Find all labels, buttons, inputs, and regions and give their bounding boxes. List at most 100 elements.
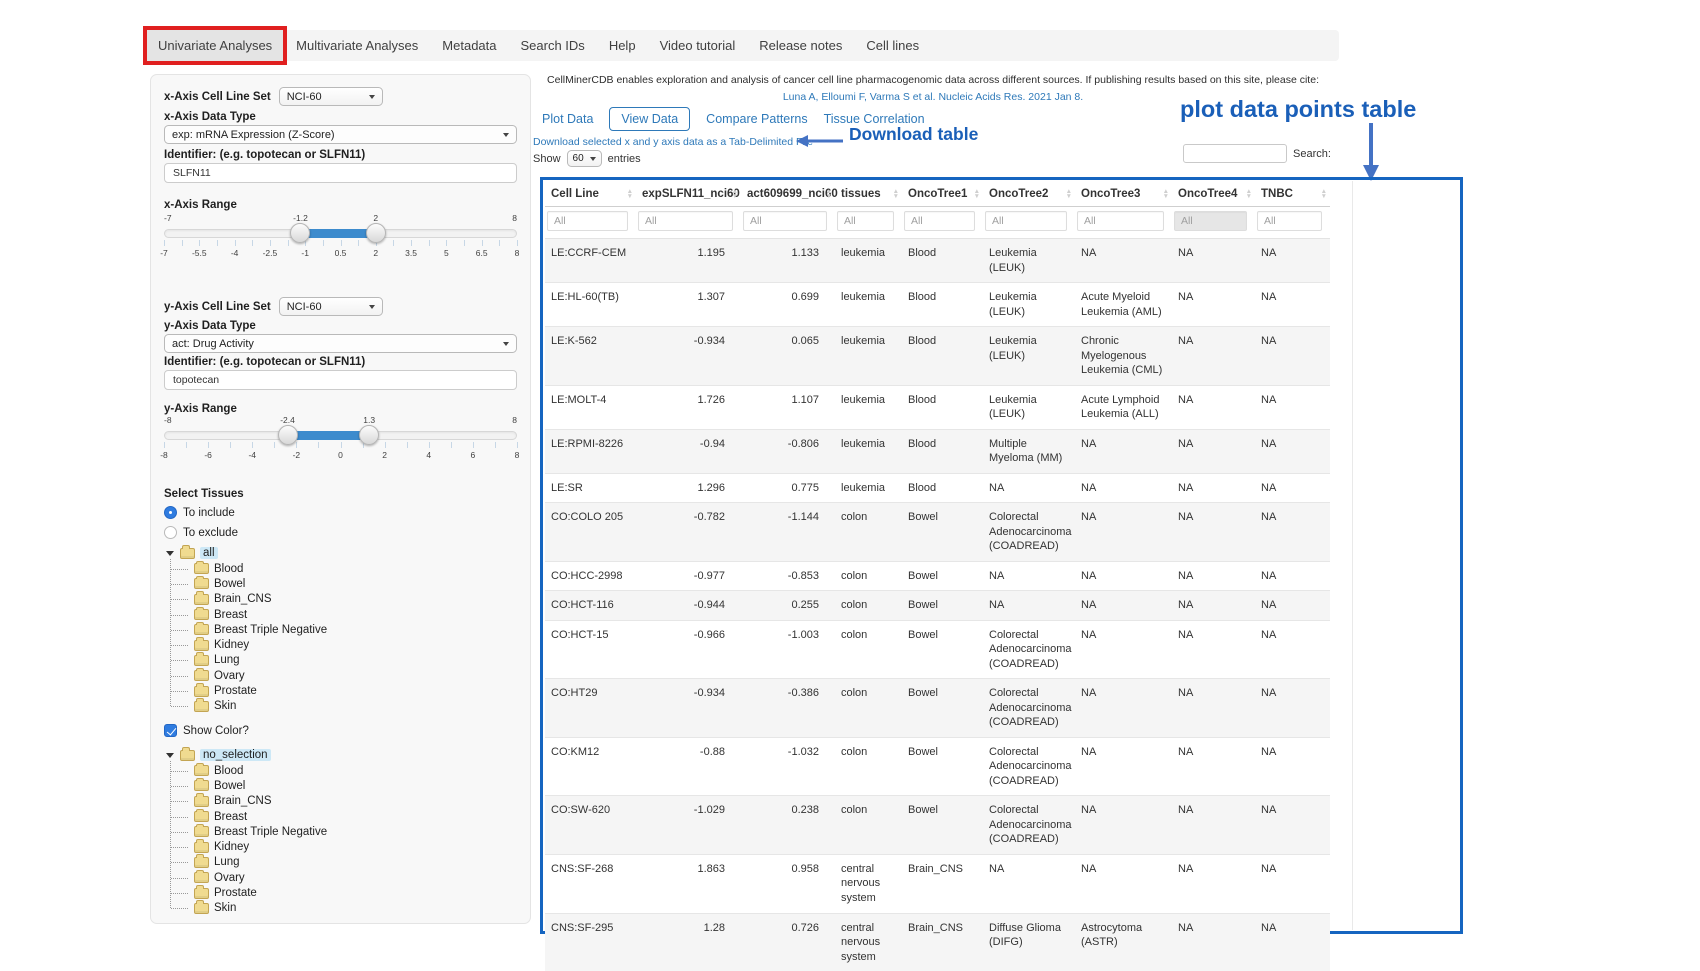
- tree-node-kidney[interactable]: Kidney: [170, 637, 327, 652]
- tree-node-blood[interactable]: Blood: [170, 561, 327, 576]
- column-filter-act609699-nci60[interactable]: [743, 211, 827, 231]
- nav-item-cell-lines[interactable]: Cell lines: [854, 30, 931, 61]
- tree-node-lung[interactable]: Lung: [170, 855, 327, 870]
- radio-selected-icon[interactable]: [164, 506, 177, 519]
- column-header-oncotree1[interactable]: OncoTree1▲▼: [902, 182, 983, 207]
- tree-node-bowel[interactable]: Bowel: [170, 778, 327, 793]
- tree-node-breast[interactable]: Breast: [170, 809, 327, 824]
- column-header-tnbc[interactable]: TNBC▲▼: [1255, 182, 1330, 207]
- sort-icon[interactable]: ▲▼: [1066, 189, 1072, 199]
- page-size-select[interactable]: 60: [567, 150, 602, 167]
- tree-node-brain-cns[interactable]: Brain_CNS: [170, 592, 327, 607]
- sort-icon[interactable]: ▲▼: [1246, 189, 1252, 199]
- folder-icon: [194, 670, 209, 681]
- cell-cell-line: LE:SR: [545, 473, 636, 503]
- nav-item-metadata[interactable]: Metadata: [430, 30, 508, 61]
- column-header-oncotree4[interactable]: OncoTree4▲▼: [1172, 182, 1255, 207]
- sort-icon[interactable]: ▲▼: [1163, 189, 1169, 199]
- column-header-cell-line[interactable]: Cell Line▲▼: [545, 182, 636, 207]
- column-header-oncotree2[interactable]: OncoTree2▲▼: [983, 182, 1075, 207]
- radio-unselected-icon[interactable]: [164, 526, 177, 539]
- nav-item-univariate-analyses[interactable]: Univariate Analyses: [146, 30, 284, 61]
- tab-compare-patterns[interactable]: Compare Patterns: [706, 112, 807, 126]
- column-filter-oncotree3[interactable]: [1077, 211, 1164, 231]
- y-identifier-input[interactable]: topotecan: [164, 370, 517, 390]
- column-filter-oncotree1[interactable]: [904, 211, 975, 231]
- tree-node-kidney[interactable]: Kidney: [170, 839, 327, 854]
- tree-node-skin[interactable]: Skin: [170, 901, 327, 916]
- tree-node-skin[interactable]: Skin: [170, 699, 327, 714]
- nav-item-video-tutorial[interactable]: Video tutorial: [648, 30, 748, 61]
- tree-node-prostate[interactable]: Prostate: [170, 885, 327, 900]
- tree-node-breast-triple-negative[interactable]: Breast Triple Negative: [170, 622, 327, 637]
- x-data-type-select[interactable]: exp: mRNA Expression (Z-Score): [164, 125, 517, 144]
- slider-handle-to[interactable]: [366, 223, 386, 243]
- tree-expand-icon[interactable]: [166, 753, 174, 758]
- sort-icon[interactable]: ▲▼: [893, 189, 899, 199]
- x-cell-line-set-select[interactable]: NCI-60: [279, 87, 383, 106]
- checkbox-checked-icon[interactable]: [164, 724, 177, 737]
- column-filter-tnbc[interactable]: [1257, 211, 1322, 231]
- tree-node-blood[interactable]: Blood: [170, 763, 327, 778]
- download-link[interactable]: Download selected x and y axis data as a…: [533, 136, 813, 148]
- slider-selected-range[interactable]: [288, 431, 370, 440]
- nav-item-search-ids[interactable]: Search IDs: [509, 30, 597, 61]
- tab-plot-data[interactable]: Plot Data: [542, 112, 593, 126]
- search-input[interactable]: [1183, 144, 1287, 163]
- nav-item-release-notes[interactable]: Release notes: [747, 30, 854, 61]
- column-filter-oncotree2[interactable]: [985, 211, 1067, 231]
- tree-node-ovary[interactable]: Ovary: [170, 870, 327, 885]
- tree-node-brain-cns[interactable]: Brain_CNS: [170, 794, 327, 809]
- column-header-tissues[interactable]: tissues▲▼: [835, 182, 902, 207]
- sort-icon[interactable]: ▲▼: [1321, 189, 1327, 199]
- tree-root[interactable]: all: [166, 545, 327, 561]
- include-radio[interactable]: To include: [164, 506, 235, 519]
- y-cell-line-set-select[interactable]: NCI-60: [279, 297, 383, 316]
- exclude-radio[interactable]: To exclude: [164, 526, 238, 539]
- show-color-checkbox[interactable]: Show Color?: [164, 724, 249, 737]
- tree-expand-icon[interactable]: [166, 551, 174, 556]
- slider-handle-from[interactable]: [278, 425, 298, 445]
- tab-view-data[interactable]: View Data: [609, 107, 690, 131]
- x-identifier-input[interactable]: SLFN11: [164, 163, 517, 183]
- column-header-act609699-nci60[interactable]: act609699_nci60▲▼: [741, 182, 835, 207]
- column-header-expslfn11-nci60[interactable]: expSLFN11_nci60▲▼: [636, 182, 741, 207]
- y-data-type-select[interactable]: act: Drug Activity: [164, 334, 517, 353]
- sort-icon[interactable]: ▲▼: [826, 189, 832, 199]
- column-filter-oncotree4[interactable]: [1174, 211, 1247, 231]
- sort-icon[interactable]: ▲▼: [627, 189, 633, 199]
- tree-root[interactable]: no_selection: [166, 747, 327, 763]
- tree-node-lung[interactable]: Lung: [170, 653, 327, 668]
- sort-icon[interactable]: ▲▼: [974, 189, 980, 199]
- column-filter-expslfn11-nci60[interactable]: [638, 211, 733, 231]
- tree-node-prostate[interactable]: Prostate: [170, 683, 327, 698]
- slider-selected-range[interactable]: [300, 229, 375, 238]
- column-header-oncotree3[interactable]: OncoTree3▲▼: [1075, 182, 1172, 207]
- nav-item-help[interactable]: Help: [597, 30, 648, 61]
- tree-node-bowel[interactable]: Bowel: [170, 576, 327, 591]
- tree-node-breast[interactable]: Breast: [170, 607, 327, 622]
- column-filter-cell-line[interactable]: [547, 211, 628, 231]
- nav-item-multivariate-analyses[interactable]: Multivariate Analyses: [284, 30, 430, 61]
- tree-node-ovary[interactable]: Ovary: [170, 668, 327, 683]
- sort-icon[interactable]: ▲▼: [732, 189, 738, 199]
- tree-node-breast-triple-negative[interactable]: Breast Triple Negative: [170, 824, 327, 839]
- column-filter-tissues[interactable]: [837, 211, 894, 231]
